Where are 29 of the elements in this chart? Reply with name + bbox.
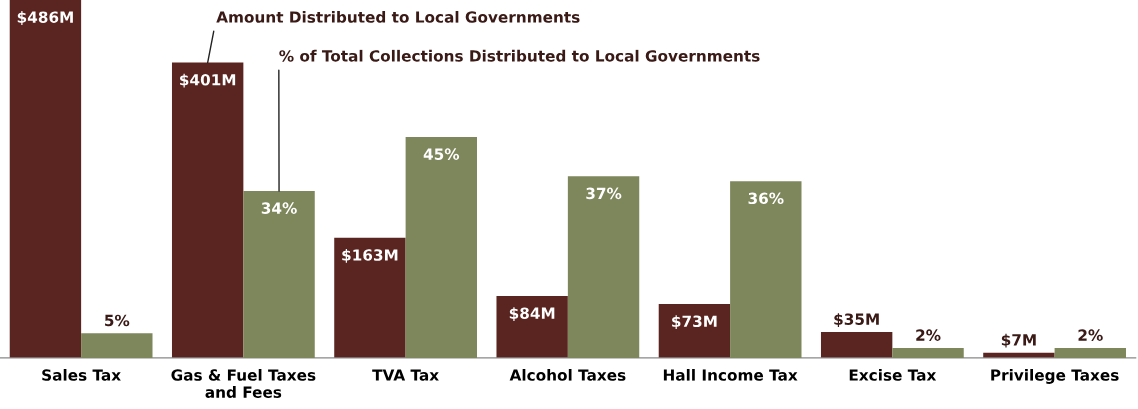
bar: [9, 0, 82, 358]
data-label: $84M: [509, 307, 555, 321]
x-tick-label: Hall Income Tax: [663, 368, 798, 381]
data-label: $35M: [834, 313, 879, 327]
x-tick-label: Alcohol Taxes: [509, 368, 626, 381]
data-label: 36%: [748, 192, 784, 205]
x-tick-label: Sales Tax: [42, 368, 121, 381]
data-label: $486M: [17, 11, 73, 25]
data-label: 45%: [423, 148, 460, 160]
data-label: $163M: [342, 248, 398, 263]
text: % of Total Collections Distributed to Local Governments: [279, 49, 760, 62]
data-label: 5%: [105, 314, 130, 327]
data-label: 2%: [916, 329, 941, 341]
bar: [81, 333, 153, 358]
data-label: 37%: [586, 187, 622, 200]
data-label: $73M: [672, 315, 717, 330]
data-label: $7M: [1001, 333, 1036, 348]
x-tick-label: Gas & Fuel Taxes and Fees: [171, 368, 316, 398]
x-tick-label: Privilege Taxes: [991, 368, 1119, 384]
bar: [820, 332, 893, 358]
x-tick-label: Excise Tax: [849, 368, 937, 381]
data-label: $401M: [180, 73, 236, 88]
bar: [730, 181, 802, 358]
data-label: 34%: [261, 202, 297, 214]
data-label: 2%: [1078, 329, 1103, 341]
bar: [567, 176, 640, 358]
x-tick-label: TVA Tax: [372, 369, 439, 381]
text: Amount Distributed to Local Governments: [216, 11, 580, 23]
bar: [658, 304, 731, 358]
